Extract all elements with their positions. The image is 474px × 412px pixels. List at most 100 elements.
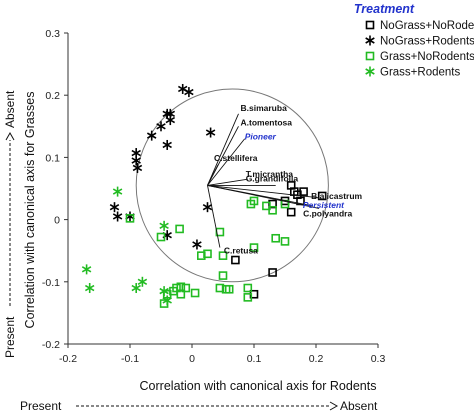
data-point [317,191,327,201]
data-point [177,83,188,94]
asterisk-stroke [132,164,143,172]
legend-label: Grass+NoRodents [380,51,474,63]
data-point [159,286,169,297]
legend-title: Treatment [354,2,415,16]
y-tick-label: 0.3 [45,28,60,40]
legend-marker [365,35,375,46]
legend: Treatment NoGrass+NoRodents NoGrass+Roden… [354,2,474,79]
y-tick-label: 0.2 [45,90,60,102]
x-tick-label: -0.2 [59,353,77,365]
vector-line [207,113,239,186]
data-point [246,199,256,209]
data-point [156,121,166,132]
data-point [131,283,141,294]
data-point [112,211,123,222]
asterisk-stroke [192,241,202,248]
data-point [159,220,169,231]
y-direction-indicator: Present Absent [3,90,17,358]
asterisk-stroke [156,123,166,130]
data-point [268,268,277,277]
data-point [162,295,172,306]
asterisk-stroke [137,278,148,285]
data-point [286,207,296,217]
data-point [243,283,253,293]
vector-line [207,184,320,209]
legend-entry: NoGrass+Rodents [365,35,474,48]
asterisk-stroke [131,157,141,164]
legend-marker [365,20,375,30]
data-point [81,264,92,275]
legend-marker [365,66,375,77]
data-point [162,108,172,119]
data-point [202,202,213,213]
data-point [205,127,216,138]
vector-label: B.simaruba [241,103,288,113]
data-point [84,283,95,294]
data-point [192,239,202,250]
asterisk-stroke [202,203,213,211]
data-point [156,232,166,242]
vector-label: B.alicastrum [311,191,362,201]
series-grass-rodents [81,186,172,306]
asterisk-stroke [159,287,169,295]
y-tick-label: -0.1 [42,277,60,289]
data-point [132,162,143,173]
data-point [176,289,186,299]
x-tick-label: -0.1 [121,353,139,365]
legend-label: NoGrass+NoRodents [380,20,474,32]
data-point [131,155,141,166]
vector-label: A.tomentosa [241,117,293,127]
vector-line [207,138,246,186]
legend-marker [365,51,375,61]
data-point [299,187,308,196]
asterisk-stroke [131,284,141,292]
vector-label: C.retusa [224,246,258,256]
data-point [197,251,206,260]
series-nograss-norodents [231,181,327,299]
y-direction-bottom: Present [3,316,17,358]
asterisk-stroke [131,149,141,157]
vector-label: Persistent [303,200,345,210]
vector-label: C.stellifera [214,153,258,163]
data-point [231,255,240,265]
vector-line [207,178,248,186]
axes: -0.2 -0.1 0 0.1 0.2 0.3 -0.2 -0.1 0 0.1 0.2 0.3 [42,28,386,365]
asterisk-stroke [112,188,123,195]
asterisk-stroke [365,68,375,75]
data-point [146,130,157,141]
data-point [137,276,148,287]
data-point [112,186,123,197]
data-point [262,201,271,211]
legend-entry: NoGrass+NoRodents [365,20,474,32]
asterisk-stroke [365,37,375,44]
y-direction-top: Absent [3,90,17,128]
data-point [268,205,277,215]
vector-line [207,164,219,186]
plot-area: B.simaruba A.tomentosa Pioneer C.stellifera… [81,83,363,308]
data-point [175,224,184,234]
y-axis-title: Correlation with canonical axis for Gras… [23,92,37,329]
asterisk-stroke [112,213,123,220]
x-tick-label: 0.2 [309,353,324,365]
data-point [280,237,290,246]
data-point [243,293,253,302]
series-grass-norodents [125,196,290,308]
biplot-vectors: B.simaruba A.tomentosa Pioneer C.stellifera… [207,103,363,256]
data-point [162,139,172,150]
asterisk-stroke [159,222,169,230]
asterisk-stroke [81,266,92,273]
legend-entry: Grass+NoRodents [365,51,474,63]
y-tick-label: -0.2 [42,339,60,351]
legend-label: NoGrass+Rodents [380,36,474,48]
data-point [249,243,259,252]
data-point [109,202,120,213]
x-direction-indicator: Present Absent [20,399,378,412]
asterisk-stroke [109,203,120,211]
data-point [271,233,281,243]
data-point [125,214,135,223]
data-point [218,271,228,280]
x-direction-right: Absent [340,399,378,412]
asterisk-stroke [146,132,157,139]
asterisk-stroke [162,141,172,149]
